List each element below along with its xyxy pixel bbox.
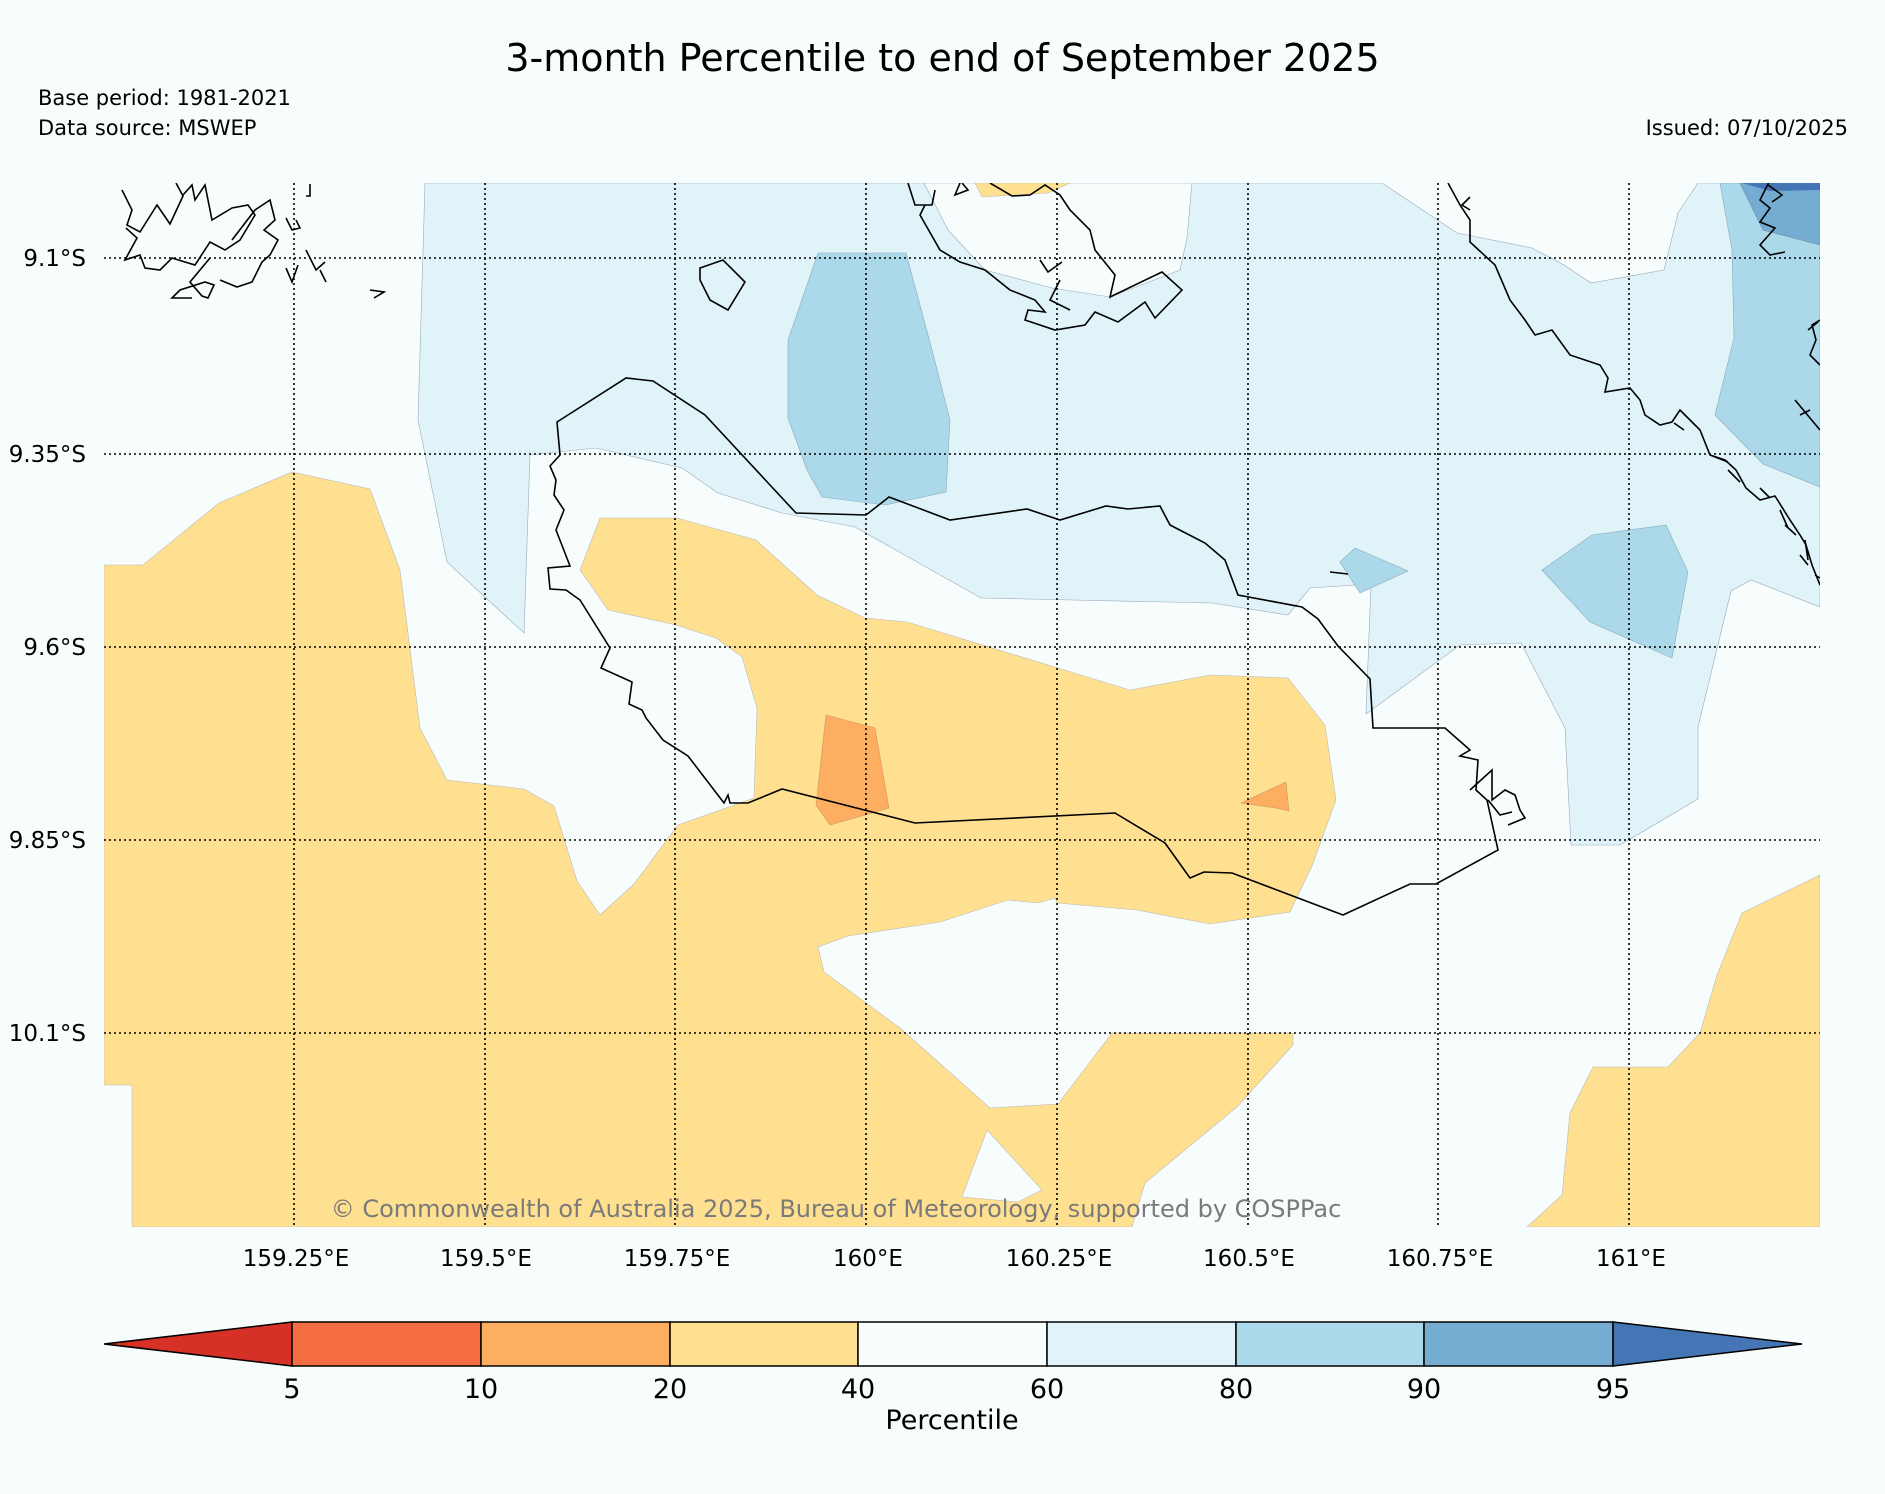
marau-coast (1329, 571, 1527, 826)
florida-islands-coast (907, 183, 1184, 331)
copyright-text: © Commonwealth of Australia 2025, Bureau… (331, 1195, 1342, 1223)
band-10-20-patch-b (1239, 781, 1290, 812)
colorbar-tick: 90 (1407, 1374, 1441, 1405)
lon-label: 160.5°E (1203, 1246, 1295, 1272)
colorbar-tick: 95 (1596, 1374, 1630, 1405)
colorbar-tick: 40 (841, 1374, 875, 1405)
lon-label: 159.25°E (243, 1246, 350, 1272)
lon-labels: 159.25°E 159.5°E 159.75°E 160°E 160.25°E… (243, 1246, 1666, 1272)
colorbar-tick: 60 (1030, 1374, 1064, 1405)
lat-label: 9.85°S (9, 828, 86, 854)
lat-label: 9.6°S (23, 635, 86, 661)
lon-label: 159.5°E (440, 1246, 532, 1272)
map-area (104, 183, 1820, 1227)
gridlines (104, 183, 1820, 1227)
malaita-coast (1447, 183, 1820, 586)
far-right-coast (1758, 183, 1820, 431)
colorbar-segment-90-95 (1423, 1321, 1614, 1367)
colorbar-segment-10-20 (480, 1321, 671, 1367)
colorbar-segment-5-10 (291, 1321, 482, 1367)
coastlines (121, 183, 1820, 916)
colorbar-tick: 5 (283, 1374, 300, 1405)
band-80-90-patch-b (1339, 547, 1409, 594)
band-20-40-lower-right (1526, 874, 1820, 1227)
lat-label: 9.1°S (23, 246, 86, 272)
colorbar-title: Percentile (885, 1405, 1018, 1436)
issued-date: Issued: 07/10/2025 (1645, 116, 1848, 140)
band-10-20-patch-a (815, 714, 890, 826)
band-80-90-patch-a (787, 252, 951, 506)
lon-label: 160.75°E (1387, 1246, 1494, 1272)
map-title: 3-month Percentile to end of September 2… (505, 36, 1380, 80)
colorbar-segment-80-90 (1235, 1321, 1425, 1367)
lat-label: 9.35°S (9, 442, 86, 468)
lon-label: 160°E (833, 1246, 903, 1272)
colorbar-segment-20-40 (669, 1321, 859, 1367)
band-80-90-patch-d (1714, 183, 1820, 488)
base-period: Base period: 1981-2021 (38, 86, 291, 110)
colorbar-tick: 80 (1219, 1374, 1253, 1405)
data-source: Data source: MSWEP (38, 116, 257, 140)
lon-label: 160.25°E (1006, 1246, 1113, 1272)
colorbar-tick: 10 (464, 1374, 498, 1405)
colorbar-segment-lt5 (103, 1321, 293, 1367)
russell-islands-coast (121, 183, 387, 299)
lon-label: 161°E (1596, 1246, 1666, 1272)
colorbar-segment-60-80 (1046, 1321, 1237, 1367)
guadalcanal-coast (547, 377, 1499, 916)
lat-label: 10.1°S (9, 1021, 86, 1047)
colorbar (103, 1321, 1803, 1367)
colorbar-tick: 20 (653, 1374, 687, 1405)
band-80-90-patch-c (1541, 524, 1689, 659)
lat-labels: 9.1°S 9.35°S 9.6°S 9.85°S 10.1°S (9, 246, 86, 1047)
colorbar-segment-40-60 (857, 1321, 1048, 1367)
colorbar-ticks: 5 10 20 40 60 80 90 95 (283, 1374, 1630, 1405)
lon-label: 159.75°E (624, 1246, 731, 1272)
colorbar-segment-gt95 (1612, 1321, 1803, 1367)
band-40-60-pocket (961, 1129, 1043, 1203)
savo-coast (699, 259, 747, 312)
band-gt95-patch (1742, 183, 1820, 191)
band-20-40-main (104, 471, 1337, 1227)
